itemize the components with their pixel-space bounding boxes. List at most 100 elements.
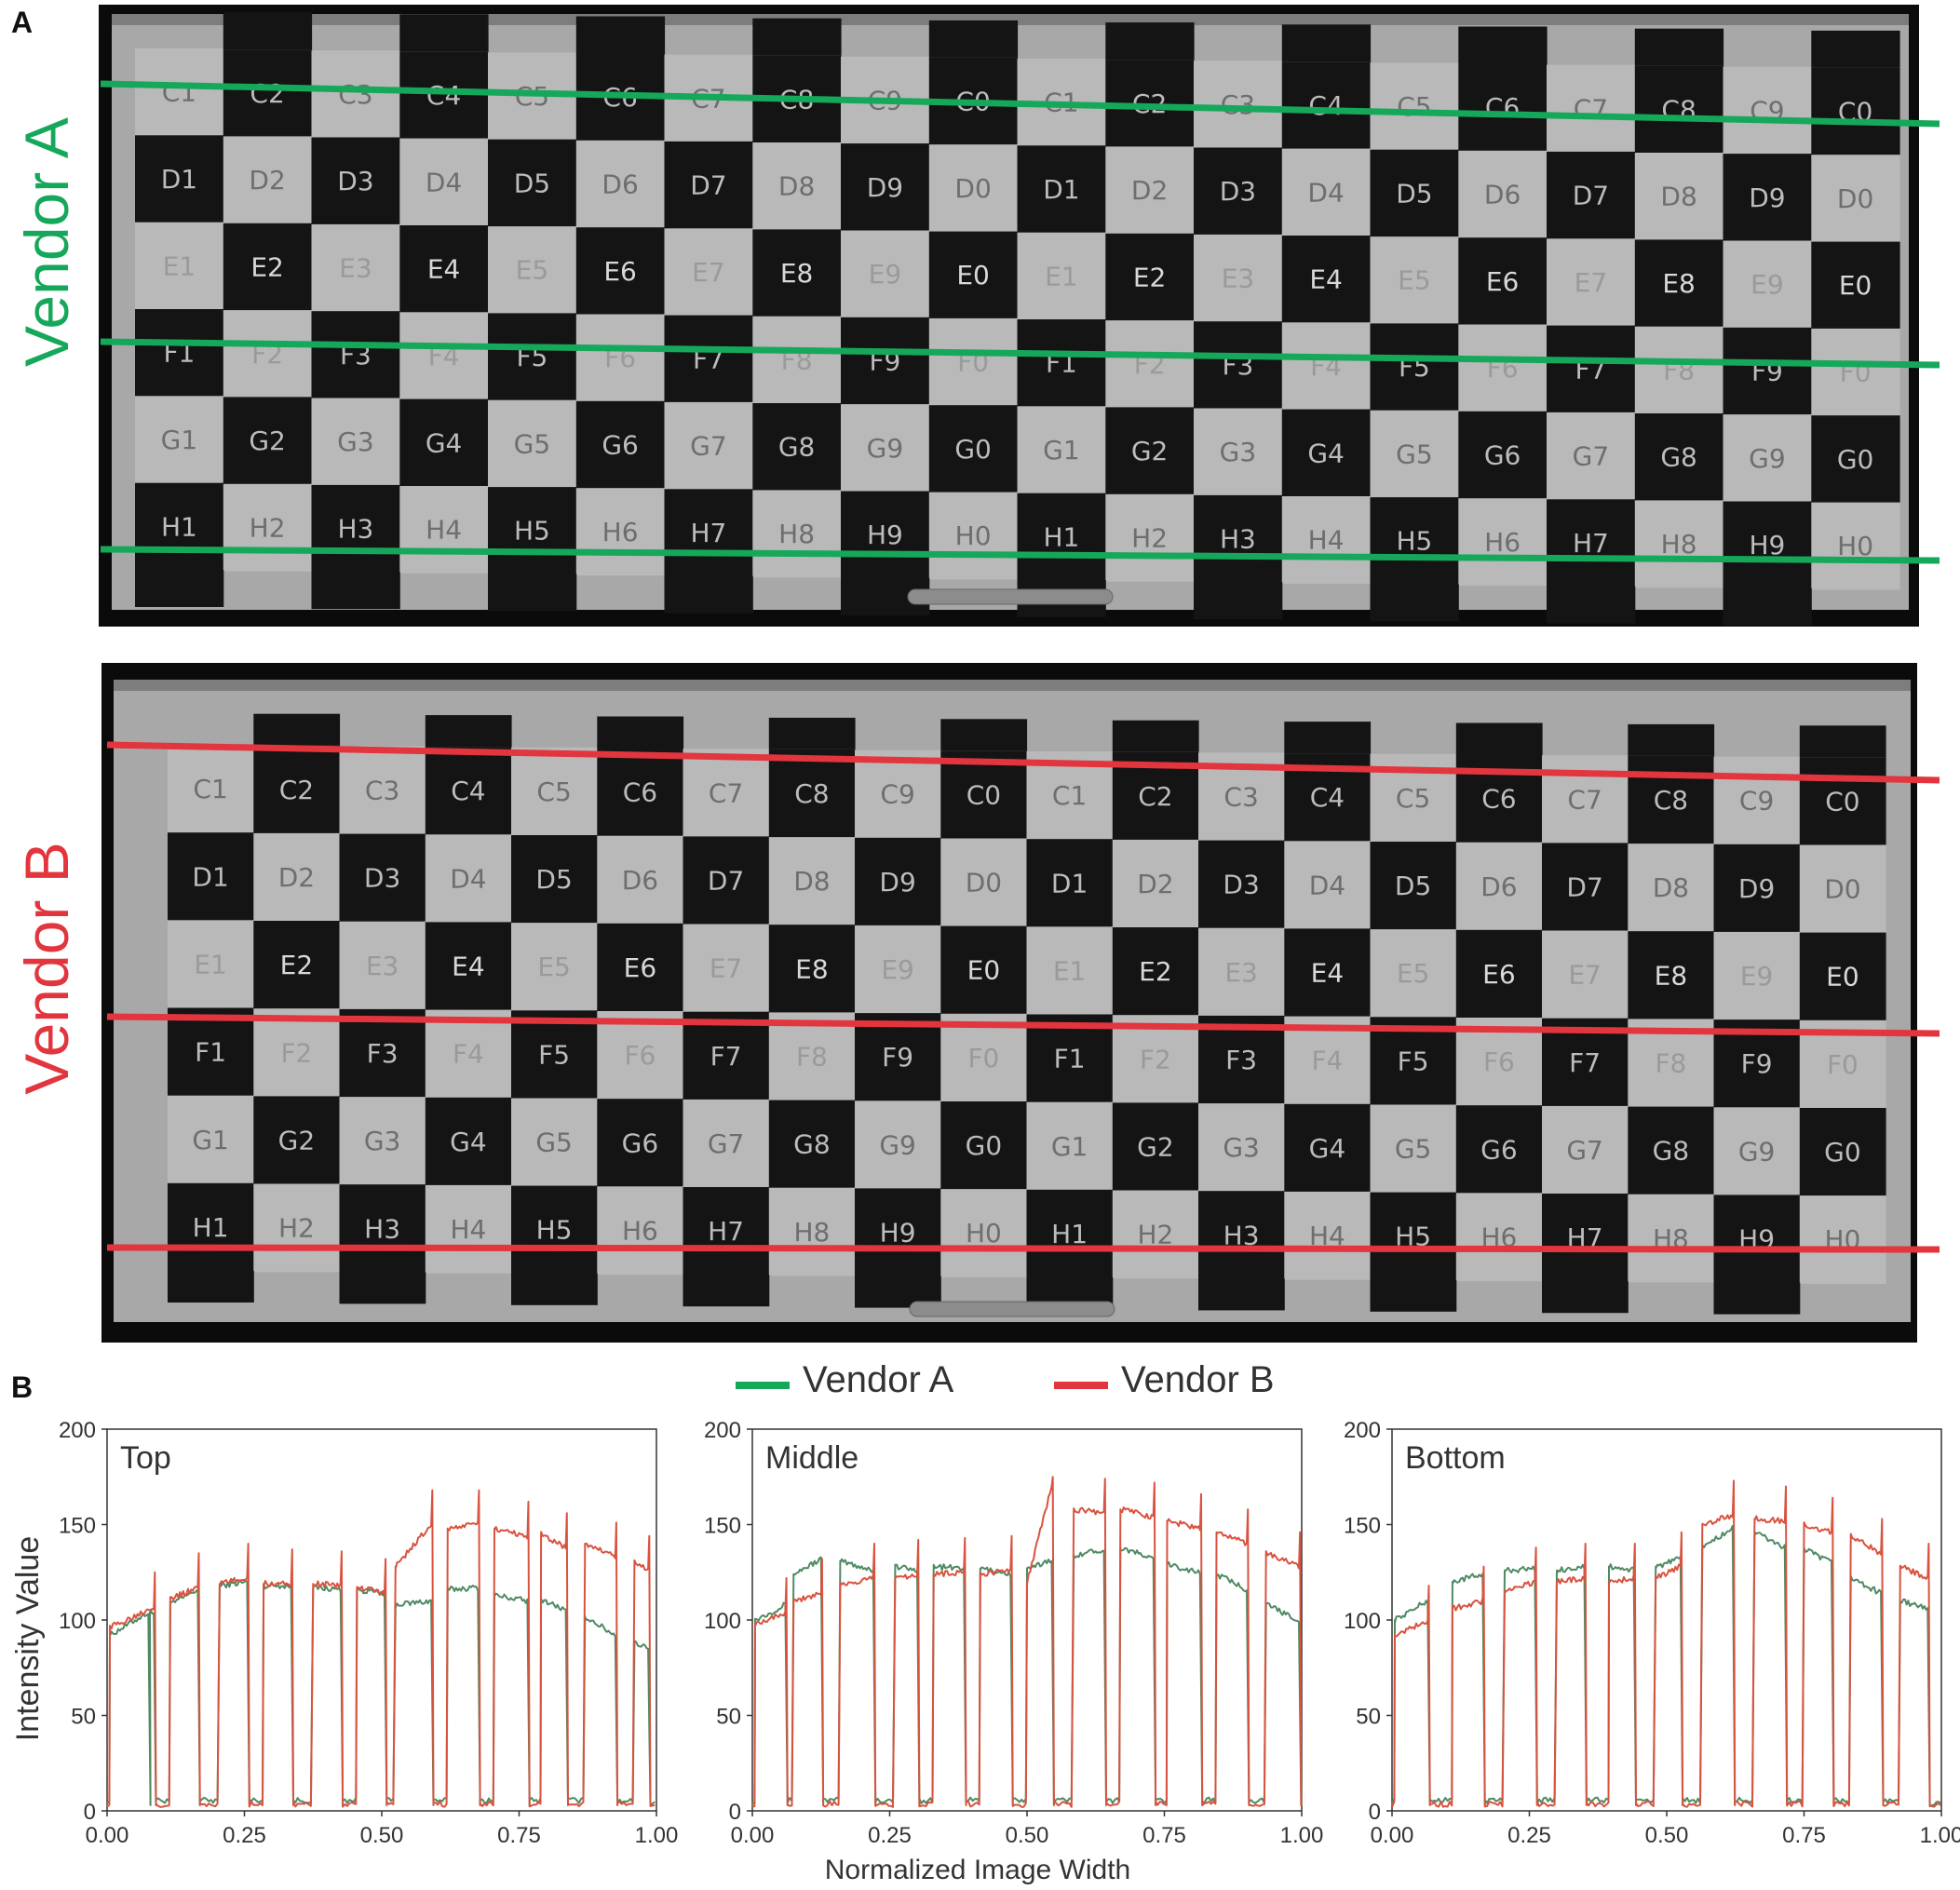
chart-title: Bottom — [1405, 1440, 1506, 1476]
board-square-partial — [597, 716, 684, 749]
board-square — [425, 1184, 512, 1274]
square-label: H9 — [880, 1218, 916, 1249]
board-square-partial — [488, 574, 577, 612]
square-label: G1 — [161, 425, 198, 455]
board-square — [940, 1013, 1028, 1102]
square-label: H4 — [450, 1214, 486, 1245]
square-label: H0 — [1837, 531, 1873, 561]
board-square — [253, 921, 341, 1009]
square-label: H0 — [966, 1218, 1002, 1249]
board-square-partial — [1713, 1282, 1801, 1315]
board-square-partial — [683, 1275, 770, 1307]
board-square — [1799, 1195, 1886, 1284]
x-tick-label: 0.25 — [223, 1823, 266, 1848]
square-label: D4 — [426, 167, 462, 197]
square-label: C3 — [365, 776, 399, 806]
board-square — [1811, 502, 1900, 590]
square-label: D7 — [708, 866, 744, 897]
board-square-partial — [1198, 1278, 1285, 1311]
square-label: E9 — [869, 259, 902, 290]
board-square — [1628, 1106, 1715, 1195]
square-label: F4 — [453, 1039, 484, 1070]
board-square — [168, 1182, 254, 1272]
board-square — [1458, 324, 1548, 412]
board-square — [1628, 755, 1715, 844]
square-label: C3 — [1223, 782, 1258, 813]
board-square — [1458, 498, 1548, 587]
board-square-partial — [1723, 587, 1812, 626]
board-square — [940, 838, 1028, 927]
board-square — [399, 312, 489, 400]
square-label: E0 — [1826, 962, 1859, 992]
board-square — [940, 925, 1028, 1015]
square-label: C4 — [1310, 782, 1345, 813]
square-label: G3 — [337, 426, 374, 457]
y-tick-label: 50 — [71, 1705, 96, 1730]
board-square — [1713, 756, 1801, 845]
board-square — [841, 404, 930, 492]
board-square — [339, 833, 426, 923]
square-label: C9 — [880, 779, 914, 810]
board-square-partial — [1634, 28, 1724, 66]
board-square — [1811, 155, 1900, 243]
series-line-vendor-b — [106, 1489, 656, 1808]
square-label: D0 — [954, 173, 991, 204]
square-label: C2 — [279, 775, 314, 805]
square-label: G0 — [966, 1130, 1003, 1161]
board-square-partial — [1628, 723, 1715, 756]
board-square — [1628, 1194, 1715, 1283]
board-square — [339, 1008, 426, 1098]
square-label: D1 — [192, 861, 228, 892]
square-label: G4 — [450, 1127, 487, 1157]
board-square-partial — [223, 12, 313, 50]
board-square — [223, 136, 313, 224]
viewer-toolbar — [909, 1301, 1115, 1317]
board-square — [511, 747, 598, 836]
board-square — [855, 1013, 941, 1101]
y-tick-label: 0 — [1369, 1800, 1381, 1825]
board-square — [135, 135, 224, 223]
board-square-partial — [928, 20, 1019, 58]
board-square-partial — [1458, 26, 1548, 64]
chart-middle: 0 50 100 150 200 0.00 0.25 0.50 0.75 1.00 Middle — [704, 1418, 1323, 1848]
board-square — [253, 1008, 341, 1097]
x-tick-label: 1.00 — [1280, 1823, 1324, 1848]
square-label: D8 — [1653, 872, 1689, 903]
board-square — [664, 228, 753, 317]
board-square — [1198, 1103, 1285, 1192]
square-label: H6 — [622, 1215, 658, 1246]
board-square — [1634, 239, 1724, 328]
board-square — [1634, 65, 1724, 154]
square-label: C6 — [623, 777, 657, 808]
square-label: G3 — [1223, 1132, 1260, 1163]
board-square — [1194, 408, 1283, 496]
board-square — [1194, 234, 1283, 322]
square-label: D2 — [278, 862, 315, 893]
square-label: F2 — [280, 1037, 312, 1068]
board-square — [1799, 1108, 1886, 1196]
square-label: D0 — [1824, 874, 1860, 905]
square-label: F6 — [1483, 1046, 1515, 1077]
square-label: F6 — [624, 1040, 656, 1071]
board-square — [1026, 1189, 1114, 1278]
board-square — [1458, 411, 1548, 499]
board-square — [425, 1009, 512, 1099]
board-square — [425, 1097, 512, 1186]
square-label: F7 — [1569, 1047, 1601, 1078]
square-label: D4 — [450, 863, 486, 894]
board-square — [1542, 930, 1629, 1019]
square-label: E9 — [1740, 961, 1774, 992]
board-square — [1713, 931, 1801, 1020]
board-square — [1105, 233, 1195, 321]
board-square — [223, 310, 313, 398]
board-square — [399, 398, 489, 487]
board-square-partial — [752, 18, 842, 56]
board-square-partial — [135, 570, 224, 607]
board-square-partial — [1105, 22, 1195, 61]
board-square — [1458, 63, 1548, 152]
board-square — [1542, 1105, 1629, 1195]
square-label: E3 — [1222, 263, 1255, 294]
square-label: H6 — [602, 517, 639, 547]
board-square — [575, 227, 666, 316]
x-tick-label: 1.00 — [1920, 1823, 1960, 1848]
